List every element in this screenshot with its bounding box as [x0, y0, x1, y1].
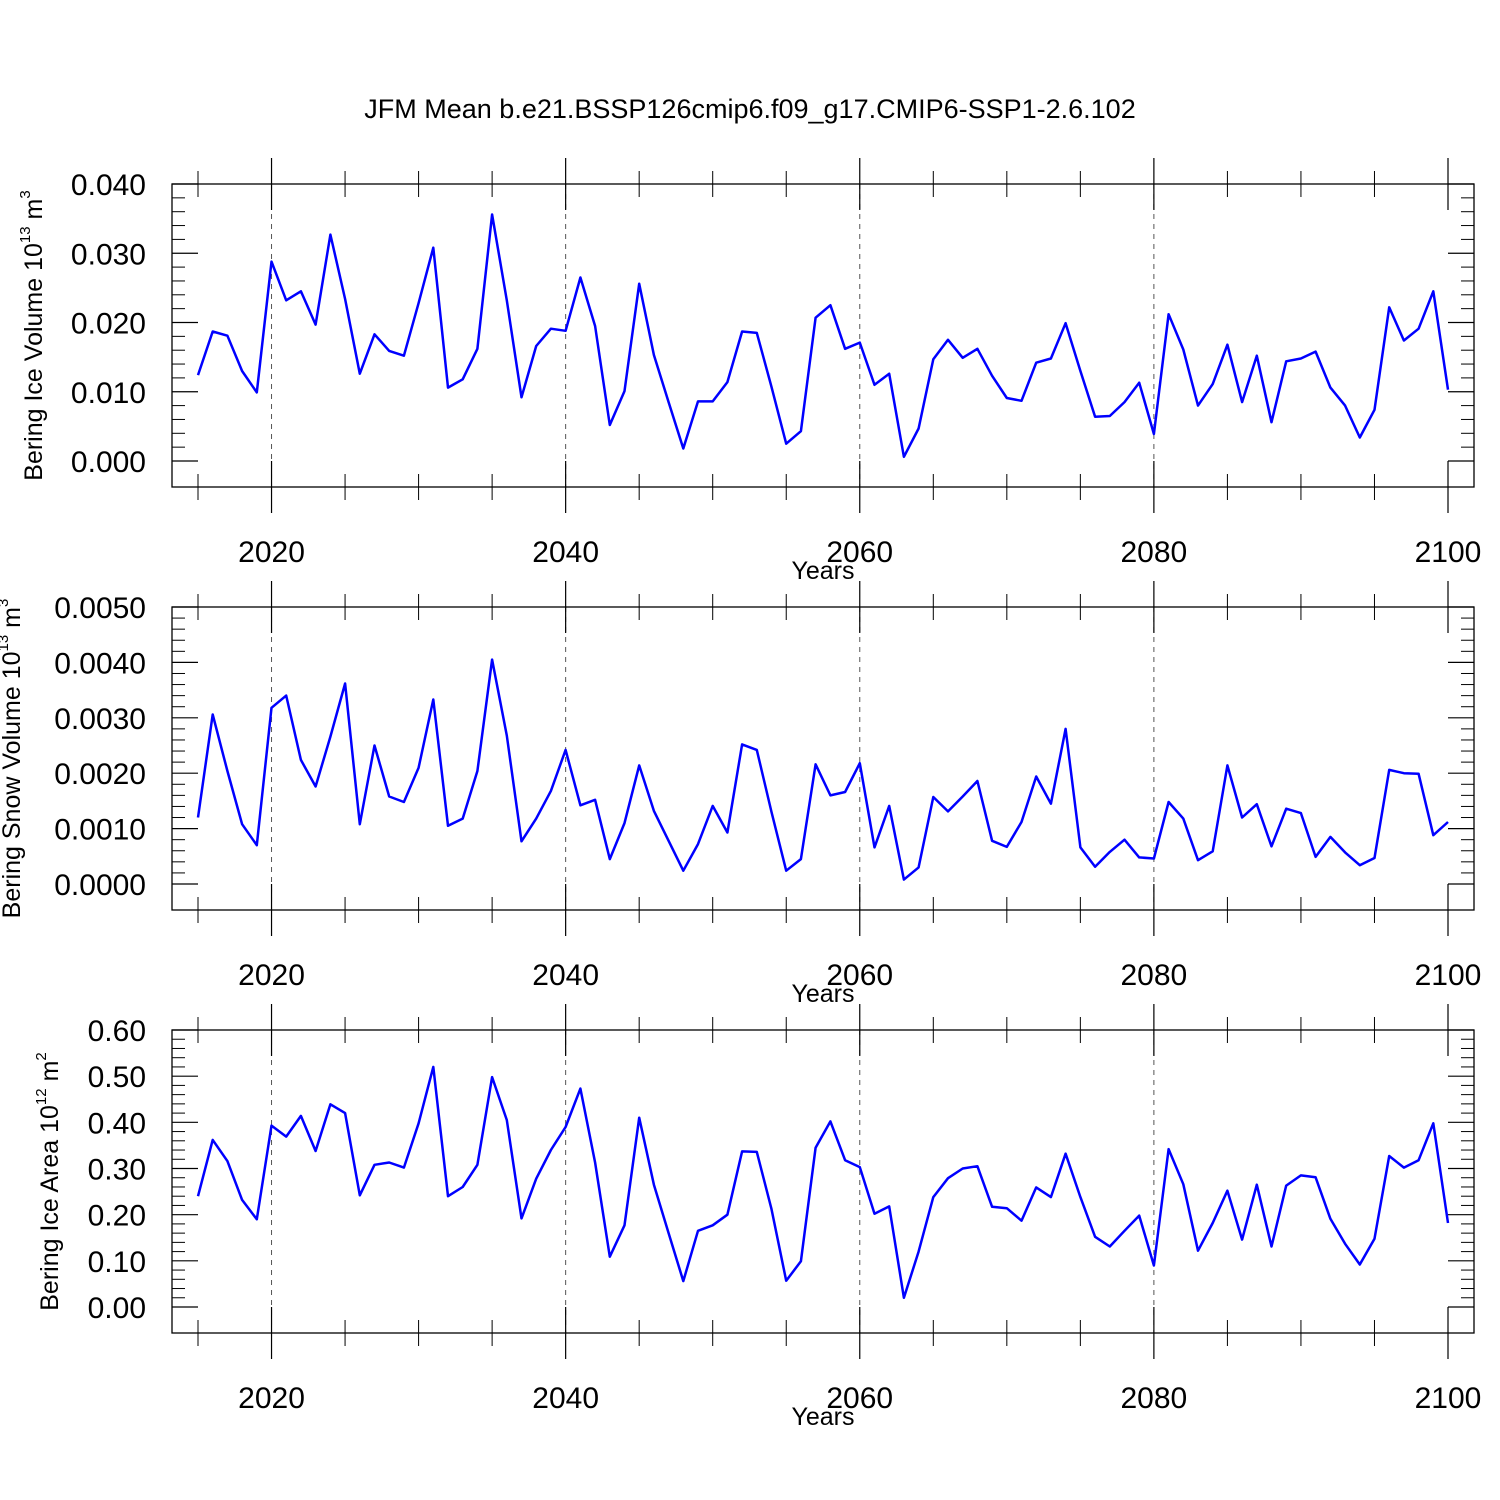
- y-axis-label: Bering Snow Volume 1013 m3: [0, 599, 26, 919]
- y-label-base: Bering Ice Area 10: [36, 1105, 64, 1311]
- grid-lines: [271, 607, 1155, 910]
- x-tick-labels: 2020 2040 2060 2080 2100: [238, 1382, 1481, 1415]
- tick-marks: [172, 158, 1474, 513]
- tick-marks: [172, 1004, 1474, 1359]
- y-tick-label: 0.0030: [54, 703, 146, 736]
- y-tick-label: 0.0050: [54, 592, 146, 625]
- y-tick-label: 0.00: [88, 1292, 146, 1325]
- y-tick-label: 0.20: [88, 1200, 146, 1233]
- tick-marks: [172, 581, 1474, 936]
- chart-title: JFM Mean b.e21.BSSP126cmip6.f09_g17.CMIP…: [364, 94, 1135, 124]
- x-tick-label: 2060: [826, 536, 893, 569]
- y-tick-label: 0.0040: [54, 647, 146, 680]
- x-tick-labels: 2020 2040 2060 2080 2100: [238, 959, 1481, 992]
- y-tick-label: 0.0000: [54, 869, 146, 902]
- x-tick-label: 2020: [238, 1382, 305, 1415]
- y-tick-label: 0.020: [71, 308, 146, 341]
- y-tick-labels: 0.0000 0.0010 0.0020 0.0030 0.0040 0.0050: [54, 592, 146, 902]
- x-tick-label: 2100: [1415, 536, 1482, 569]
- x-axis-label: Years: [791, 1403, 854, 1431]
- x-tick-label: 2100: [1415, 1382, 1482, 1415]
- grid-lines: [271, 1030, 1155, 1333]
- y-label-unit: m: [0, 607, 26, 635]
- y-label-unit-exponent: 3: [0, 599, 12, 607]
- plot-frame: [171, 606, 1475, 911]
- y-label-base: Bering Snow Volume 10: [0, 651, 26, 918]
- x-axis-label: Years: [791, 980, 854, 1008]
- y-label-unit: m: [36, 1061, 64, 1089]
- y-tick-labels: 0.000 0.010 0.020 0.030 0.040: [71, 169, 146, 479]
- x-tick-label: 2040: [532, 1382, 599, 1415]
- y-tick-label: 0.10: [88, 1246, 146, 1279]
- y-tick-label: 0.50: [88, 1061, 146, 1094]
- y-axis-label: Bering Ice Volume 1013 m3: [17, 190, 48, 480]
- panel-snow-volume: 0.0000 0.0010 0.0020 0.0030 0.0040 0.0050 202…: [0, 581, 1481, 1008]
- x-tick-label: 2020: [238, 536, 305, 569]
- y-label-exponent: 13: [0, 635, 12, 652]
- y-tick-label: 0.0010: [54, 814, 146, 847]
- series-line: [196, 658, 1449, 881]
- y-axis-label: Bering Ice Area 1012 m2: [33, 1052, 64, 1311]
- y-label-base: Bering Ice Volume 10: [20, 243, 48, 481]
- y-tick-label: 0.40: [88, 1107, 146, 1140]
- series-line: [196, 213, 1450, 459]
- x-axis-label: Years: [791, 557, 854, 585]
- x-tick-label: 2060: [826, 1382, 893, 1415]
- plot-frame: [171, 1029, 1475, 1334]
- x-tick-label: 2040: [532, 959, 599, 992]
- y-tick-label: 0.30: [88, 1154, 146, 1187]
- y-label-unit: m: [20, 199, 48, 227]
- y-tick-label: 0.040: [71, 169, 146, 202]
- x-tick-label: 2080: [1121, 1382, 1188, 1415]
- y-tick-label: 0.010: [71, 377, 146, 410]
- x-tick-label: 2040: [532, 536, 599, 569]
- plot-frame: [171, 183, 1475, 488]
- y-tick-label: 0.000: [71, 446, 146, 479]
- y-tick-label: 0.60: [88, 1015, 146, 1048]
- series-line: [196, 1065, 1450, 1300]
- y-tick-label: 0.0020: [54, 758, 146, 791]
- y-tick-labels: 0.00 0.10 0.20 0.30 0.40 0.50 0.60: [88, 1015, 146, 1325]
- x-tick-label: 2080: [1121, 536, 1188, 569]
- y-label-unit-exponent: 2: [33, 1052, 50, 1060]
- x-tick-label: 2060: [826, 959, 893, 992]
- x-tick-labels: 2020 2040 2060 2080 2100: [238, 536, 1481, 569]
- y-label-exponent: 13: [17, 226, 34, 243]
- y-label-unit-exponent: 3: [17, 190, 34, 198]
- x-tick-label: 2020: [238, 959, 305, 992]
- x-tick-label: 2080: [1121, 959, 1188, 992]
- x-tick-label: 2100: [1415, 959, 1482, 992]
- grid-lines: [271, 184, 1155, 487]
- panel-ice-area: 0.00 0.10 0.20 0.30 0.40 0.50 0.60 2020 2040 206…: [33, 1004, 1481, 1431]
- y-tick-label: 0.030: [71, 238, 146, 271]
- y-label-exponent: 12: [33, 1088, 50, 1105]
